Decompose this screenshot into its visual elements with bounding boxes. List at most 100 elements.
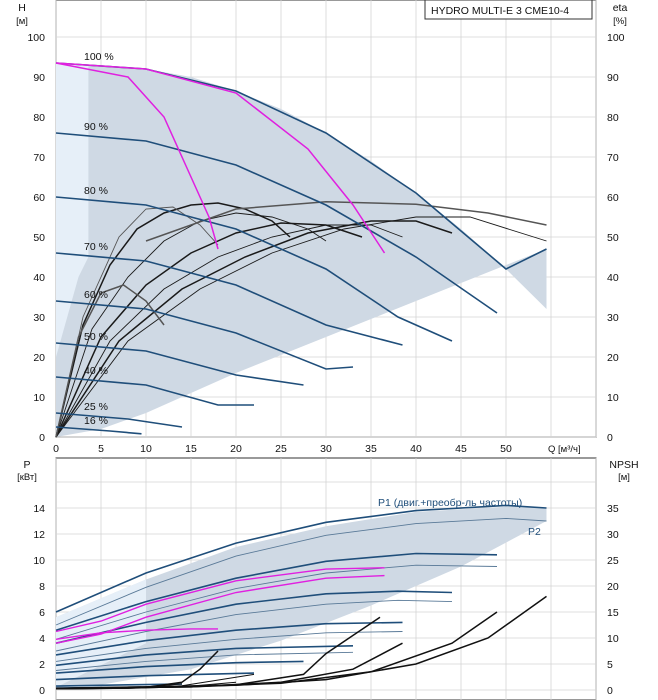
limit-curve bbox=[55, 62, 219, 250]
p2-curve bbox=[55, 599, 453, 652]
y2-tick-label: 30 bbox=[607, 529, 619, 541]
x-tick-label: 30 bbox=[320, 443, 332, 455]
efficiency-curve bbox=[55, 202, 291, 438]
npsh-curve bbox=[55, 595, 547, 690]
speed-curve-label: 16 % bbox=[84, 415, 108, 427]
y-tick-label: 0 bbox=[39, 685, 45, 697]
y2-tick-label: 10 bbox=[607, 633, 619, 645]
head-efficiency-plot: 100 %90 %80 %70 %60 %50 %40 %25 %16 %0 01… bbox=[16, 0, 627, 455]
chart-title: HYDRO MULTI-E 3 CME10-4 bbox=[431, 5, 569, 17]
y2-tick-label: 20 bbox=[607, 352, 619, 364]
power-limit-curve bbox=[55, 628, 218, 640]
y2-tick-label: 80 bbox=[607, 112, 619, 124]
speed-curve-label: 80 % bbox=[84, 185, 108, 197]
y2-axis-label: eta bbox=[613, 2, 628, 14]
speed-curve bbox=[55, 426, 142, 435]
y-tick-label: 2 bbox=[39, 659, 45, 671]
x-tick-label: 45 bbox=[455, 443, 467, 455]
power-limit-curve bbox=[55, 574, 385, 644]
y2-tick-label: 50 bbox=[607, 232, 619, 244]
p2-curve bbox=[55, 564, 498, 640]
y2-tick-label: 5 bbox=[607, 659, 613, 671]
p2-curve bbox=[55, 631, 403, 662]
y2-tick-label: 60 bbox=[607, 192, 619, 204]
low-flow-region bbox=[56, 63, 89, 357]
y2-axis-unit: [м] bbox=[618, 472, 630, 483]
speed-curve bbox=[55, 252, 403, 346]
speed-curve bbox=[55, 300, 354, 370]
y-tick-label: 100 bbox=[27, 32, 45, 44]
p1-curve bbox=[55, 504, 547, 613]
y-axis-unit: [кВт] bbox=[17, 472, 37, 483]
y2-tick-label: 10 bbox=[607, 392, 619, 404]
y-tick-label: 50 bbox=[33, 232, 45, 244]
y2-tick-label: 100 bbox=[607, 32, 625, 44]
y-tick-label: 6 bbox=[39, 607, 45, 619]
x-tick-label: 35 bbox=[365, 443, 377, 455]
y-tick-label: 20 bbox=[33, 352, 45, 364]
y2-axis-unit: [%] bbox=[613, 16, 627, 27]
y-axis-unit: [м] bbox=[16, 16, 28, 27]
p2-curve bbox=[55, 517, 547, 626]
efficiency-curve bbox=[55, 222, 363, 438]
speed-curve bbox=[55, 412, 183, 428]
speed-curve-label: 50 % bbox=[84, 331, 108, 343]
y2-tick-label: 0 bbox=[607, 432, 613, 444]
y-tick-label: 40 bbox=[33, 272, 45, 284]
x-tick-label: 50 bbox=[500, 443, 512, 455]
p1-curve bbox=[55, 672, 255, 681]
y2-axis-label: NPSH bbox=[609, 459, 638, 471]
y2-tick-label: 15 bbox=[607, 607, 619, 619]
efficiency-curve bbox=[55, 224, 403, 438]
efficiency-curve bbox=[55, 212, 327, 438]
efficiency-curve bbox=[55, 206, 219, 438]
p1-curve bbox=[55, 590, 453, 644]
y-tick-label: 30 bbox=[33, 312, 45, 324]
y-tick-label: 4 bbox=[39, 633, 45, 645]
y-tick-label: 60 bbox=[33, 192, 45, 204]
speed-curve bbox=[55, 196, 453, 342]
p2-series-label: P2 bbox=[528, 526, 541, 538]
y2-tick-label: 30 bbox=[607, 312, 619, 324]
limit-curve bbox=[55, 62, 386, 254]
y2-tick-label: 25 bbox=[607, 555, 619, 567]
power-limit-curve bbox=[55, 567, 385, 633]
efficiency-curve bbox=[55, 216, 547, 438]
x-tick-label: 10 bbox=[140, 443, 152, 455]
p1-curve bbox=[55, 552, 498, 631]
y-tick-label: 80 bbox=[33, 112, 45, 124]
speed-curve bbox=[55, 132, 498, 314]
speed-curve-label: 100 % bbox=[84, 51, 114, 63]
efficiency-curve bbox=[55, 220, 453, 438]
p1-curve bbox=[55, 660, 304, 674]
p1-series-label: P1 (двиг.+преобр-ль частоты) bbox=[378, 497, 522, 509]
speed-curve-label: 60 % bbox=[84, 289, 108, 301]
x-tick-label: 0 bbox=[53, 443, 59, 455]
operating-envelope bbox=[56, 63, 547, 437]
y-tick-label: 12 bbox=[33, 529, 45, 541]
y2-tick-label: 0 bbox=[607, 685, 613, 697]
speed-curve-label: 40 % bbox=[84, 365, 108, 377]
x-tick-label: 25 bbox=[275, 443, 287, 455]
x-tick-label: 15 bbox=[185, 443, 197, 455]
y-tick-label: 10 bbox=[33, 392, 45, 404]
y2-tick-label: 35 bbox=[607, 503, 619, 515]
y-tick-label: 10 bbox=[33, 555, 45, 567]
y2-tick-label: 90 bbox=[607, 72, 619, 84]
y-tick-label: 0 bbox=[39, 432, 45, 444]
p1-curve bbox=[55, 621, 403, 656]
npsh-curve bbox=[55, 683, 183, 690]
x-tick-label: 20 bbox=[230, 443, 242, 455]
title-box bbox=[424, 0, 593, 20]
y2-tick-label: 70 bbox=[607, 152, 619, 164]
speed-curve-label: 70 % bbox=[84, 241, 108, 253]
speed-curve-label: 90 % bbox=[84, 121, 108, 133]
speed-curve-label: 25 % bbox=[84, 401, 108, 413]
y-tick-label: 14 bbox=[33, 503, 45, 515]
y-tick-label: 70 bbox=[33, 152, 45, 164]
y-axis-label: H bbox=[18, 2, 26, 14]
y-tick-label: 90 bbox=[33, 72, 45, 84]
x-tick-label: 5 bbox=[98, 443, 104, 455]
speed-curve bbox=[55, 342, 304, 386]
